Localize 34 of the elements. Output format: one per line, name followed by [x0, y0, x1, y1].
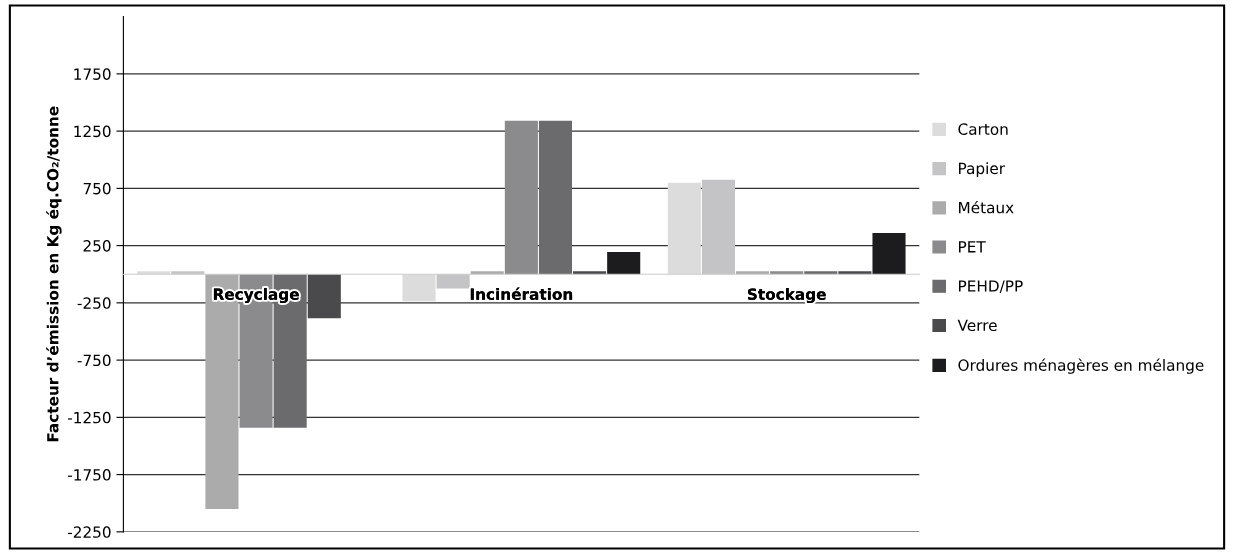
bar	[573, 271, 607, 275]
bar	[137, 271, 171, 275]
y-tick-label: -2250	[67, 526, 111, 538]
bar	[770, 271, 804, 275]
legend-label: Métaux	[959, 200, 1014, 214]
y-tick-label: -1750	[67, 469, 111, 481]
legend-label: Carton	[958, 123, 1008, 135]
bar	[607, 251, 641, 275]
bar	[872, 233, 906, 275]
legend-label: PEHD/PP	[959, 280, 1023, 294]
y-tick-label: -1250	[67, 411, 111, 424]
bar	[470, 271, 504, 275]
legend-label: Papier	[959, 162, 1006, 178]
bar	[504, 120, 538, 275]
bar	[307, 274, 341, 319]
x-tick-label: Stockage	[747, 288, 826, 304]
bar	[402, 274, 436, 302]
bar	[838, 271, 872, 275]
x-tick-label: Incinération	[470, 287, 573, 300]
legend-label: Verre	[957, 319, 997, 332]
y-tick-label: 1250	[74, 125, 111, 138]
y-tick-label: 750	[83, 182, 111, 195]
y-tick-label: -250	[77, 297, 111, 309]
legend-label: PET	[959, 241, 986, 253]
y-tick-label: 1750	[74, 68, 111, 80]
y-tick-label: 250	[83, 240, 111, 252]
bar	[804, 271, 838, 275]
y-tick-label: -750	[77, 354, 111, 367]
bar	[667, 182, 701, 275]
legend-label: Ordures ménagères en mélange	[958, 358, 1204, 374]
bar	[538, 120, 573, 275]
bar	[736, 271, 770, 275]
x-tick-label: Recyclage	[213, 288, 299, 304]
y-axis-title: Facteur d’émission en Kg éq.CO₂/tonne	[46, 106, 62, 442]
